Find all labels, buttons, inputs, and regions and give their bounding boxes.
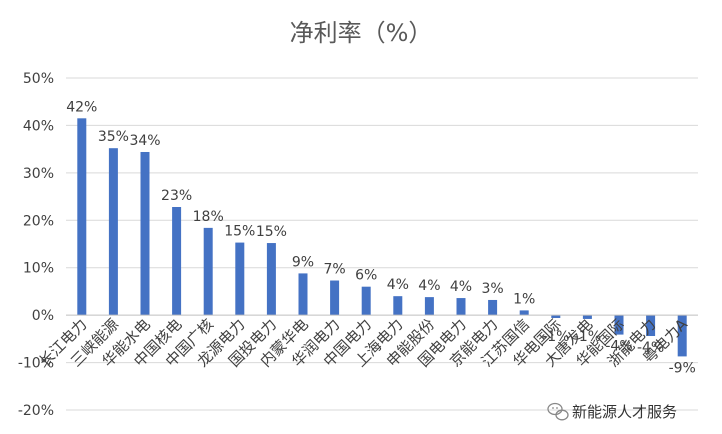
bar (424, 297, 434, 316)
data-label: 3% (481, 281, 503, 297)
bar (519, 310, 529, 316)
bar (488, 299, 498, 316)
chart-title: 净利率（%） (290, 19, 433, 47)
y-tick-label: -10% (18, 356, 54, 372)
bar (172, 207, 182, 316)
data-label: 1% (513, 291, 535, 307)
watermark: 新能源人才服务 (547, 402, 677, 421)
bar (456, 298, 466, 316)
data-label: 15% (256, 224, 287, 240)
x-axis-category-labels: 长江电力三峡能源华能水电中国核电中国广核龙源电力国投电力内蒙华电华润电力中国电力… (35, 315, 691, 371)
data-label: 23% (161, 188, 192, 204)
bar (140, 151, 150, 316)
y-axis-tick-labels: -20% -10% 0% 10% 20% 30% 40% 50% (18, 71, 54, 419)
y-tick-label: 0% (32, 308, 54, 324)
data-label: 4% (387, 277, 409, 293)
data-label: 4% (418, 278, 440, 294)
wechat-icon (547, 402, 569, 421)
bar (551, 315, 561, 318)
bar (677, 315, 687, 357)
y-tick-label: 50% (23, 71, 54, 87)
bar (298, 273, 308, 316)
bar (330, 280, 340, 316)
data-label: -4% (637, 340, 664, 356)
y-tick-label: 30% (23, 166, 54, 182)
bar (393, 296, 403, 316)
watermark-text: 新能源人才服务 (572, 403, 677, 421)
data-label: 34% (129, 133, 160, 149)
data-labels: 42%35% 34%23%18%15% 15%9% 7% 6%4% 4% 4% 3%1%-1%… (66, 99, 696, 376)
bar (235, 242, 245, 316)
data-label: -4% (605, 339, 632, 355)
bar (108, 148, 118, 316)
bar (266, 243, 276, 316)
data-label: 15% (224, 224, 255, 240)
bar (77, 118, 87, 316)
data-label: 35% (98, 129, 129, 145)
data-label: 7% (323, 262, 345, 278)
bar (582, 315, 592, 319)
data-label: 6% (355, 268, 377, 284)
data-label: -1% (542, 329, 569, 345)
data-label: -1% (574, 329, 601, 345)
y-tick-label: 20% (23, 213, 54, 229)
y-tick-label: -20% (18, 403, 54, 419)
y-tick-label: 10% (23, 261, 54, 277)
gridlines (66, 77, 698, 411)
y-tick-label: 40% (23, 118, 54, 134)
bar (646, 315, 656, 337)
data-label: 9% (292, 254, 314, 270)
data-label: -9% (669, 360, 696, 376)
bar (203, 227, 213, 316)
bars (77, 118, 687, 357)
data-label: 18% (193, 209, 224, 225)
data-label: 4% (450, 279, 472, 295)
data-label: 42% (66, 99, 97, 115)
bar (614, 315, 624, 335)
bar (361, 286, 371, 316)
